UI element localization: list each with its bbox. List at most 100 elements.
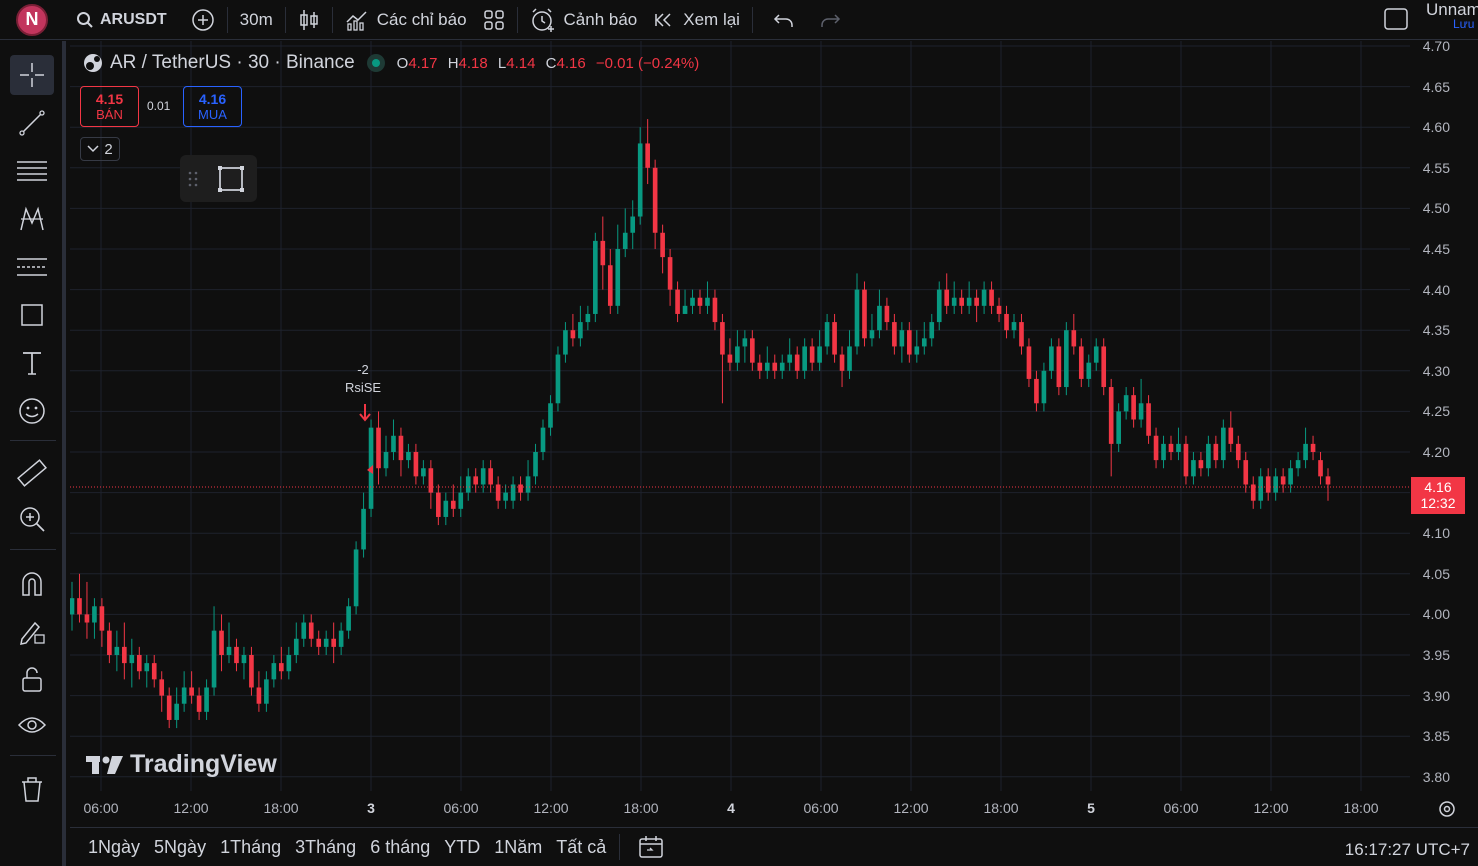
candle-body: [757, 362, 763, 371]
range-button[interactable]: YTD: [444, 836, 481, 857]
candle-body: [293, 638, 299, 655]
redo-button[interactable]: [811, 0, 849, 40]
price-tick: 3.85: [1422, 728, 1450, 745]
indicators-button[interactable]: Các chỉ báo: [337, 0, 475, 40]
interval-button[interactable]: 30m: [239, 9, 273, 29]
candle-body: [1288, 468, 1293, 485]
candle-body: [1183, 443, 1189, 477]
replay-button[interactable]: Xem lại: [645, 0, 748, 40]
time-tick: 06:00: [803, 800, 839, 816]
undo-button[interactable]: [765, 0, 803, 40]
candle-body: [204, 687, 209, 712]
candle-body: [533, 452, 538, 477]
magnet-tool[interactable]: [10, 563, 54, 603]
alerts-button[interactable]: Cảnh báo: [522, 0, 646, 40]
symbol-title[interactable]: AR / TetherUS · 30 · Binance: [110, 52, 355, 73]
text-tool[interactable]: [10, 343, 54, 383]
candle-body: [660, 232, 665, 258]
layout-toggle-button[interactable]: [1384, 8, 1408, 35]
fib-tool[interactable]: [10, 151, 54, 191]
alerts-label: Cảnh báo: [563, 9, 638, 29]
range-button[interactable]: 1Tháng: [220, 836, 282, 857]
hide-drawings-tool[interactable]: [10, 705, 54, 745]
candle-body: [241, 655, 247, 664]
range-button[interactable]: Tất cả: [556, 836, 607, 857]
candle-body: [353, 549, 359, 607]
smiley-icon: [19, 398, 45, 424]
magnet-icon: [22, 572, 42, 596]
sell-button[interactable]: 4.15 BÁN: [80, 86, 139, 127]
tradingview-watermark[interactable]: TradingView: [86, 750, 277, 779]
buy-button[interactable]: 4.16 MUA: [183, 86, 242, 127]
compare-symbol-button[interactable]: [183, 0, 223, 40]
chart-type-button[interactable]: [290, 0, 328, 40]
candle-body: [114, 646, 120, 655]
spread-value: 0.01: [147, 99, 171, 113]
templates-button[interactable]: [475, 0, 513, 40]
candle-body: [1093, 346, 1099, 363]
candle-body: [996, 305, 1002, 314]
candle-body: [271, 663, 277, 680]
goto-date-icon[interactable]: [638, 835, 664, 859]
signal-triangle-icon: [367, 465, 373, 474]
trend-line-tool[interactable]: [10, 103, 54, 143]
candle-body: [136, 655, 142, 672]
drag-handle-icon[interactable]: [188, 170, 198, 188]
timezone-clock[interactable]: 16:17:27 UTC+7: [1344, 840, 1470, 859]
candle-body: [1176, 443, 1181, 452]
candle-body: [503, 492, 508, 501]
price-tick: 3.80: [1422, 768, 1450, 785]
range-button[interactable]: 6 tháng: [370, 836, 431, 857]
range-button[interactable]: 1Năm: [494, 836, 543, 857]
candle-body: [540, 427, 546, 452]
emoji-tool[interactable]: [10, 391, 54, 431]
symbol-search-button[interactable]: ARUSDT: [68, 0, 175, 40]
candle-body: [1243, 460, 1249, 485]
pattern-tool[interactable]: [10, 199, 54, 239]
candle-body: [1213, 443, 1219, 461]
range-button[interactable]: 5Ngày: [154, 836, 207, 857]
forecast-icon: [17, 258, 47, 276]
candle-body: [361, 508, 366, 550]
range-button[interactable]: 3Tháng: [295, 836, 357, 857]
time-tick: 18:00: [1343, 800, 1379, 816]
candle-body: [196, 695, 202, 712]
rectangle-select-icon[interactable]: [216, 164, 246, 194]
change-value: −0.01 (−0.24%): [595, 54, 700, 72]
lock-drawings-tool[interactable]: [10, 659, 54, 699]
chart-settings-icon[interactable]: [1437, 799, 1457, 819]
remove-drawings-tool[interactable]: [10, 769, 54, 809]
candle-body: [525, 476, 531, 493]
user-avatar[interactable]: N: [16, 3, 48, 36]
candle-body: [495, 484, 501, 501]
measure-tool[interactable]: [10, 453, 54, 493]
time-tick: 12:00: [533, 800, 569, 816]
candle-body: [510, 484, 516, 501]
candle-body: [346, 606, 351, 631]
range-button[interactable]: 1Ngày: [88, 836, 141, 857]
zoom-tool[interactable]: [10, 499, 54, 539]
layout-name-area[interactable]: Unnam Lưu: [1426, 0, 1478, 31]
indicators-icon: [346, 10, 367, 31]
forecast-tool[interactable]: [10, 247, 54, 287]
floating-drawing-toolbar[interactable]: [180, 155, 257, 202]
candle-body: [480, 468, 486, 485]
candle-body: [1101, 346, 1107, 388]
candle-body: [1235, 443, 1241, 461]
candle-body: [690, 297, 695, 306]
indicators-collapse-button[interactable]: 2: [80, 137, 120, 161]
candle-body: [129, 655, 135, 664]
candles-icon: [300, 9, 318, 30]
save-label[interactable]: Lưu: [1453, 17, 1475, 31]
crosshair-tool[interactable]: [10, 55, 54, 95]
separator: [10, 440, 56, 441]
stay-drawing-tool[interactable]: [10, 611, 54, 651]
price-tick: 4.35: [1422, 322, 1450, 339]
price-chart[interactable]: -2 RsiSE: [70, 41, 1478, 826]
candle-body: [929, 322, 935, 339]
candle-body: [331, 638, 336, 647]
candle-body: [854, 289, 860, 347]
market-status-icon[interactable]: [366, 54, 385, 72]
shape-tool[interactable]: [10, 295, 54, 335]
candle-body: [742, 338, 748, 347]
